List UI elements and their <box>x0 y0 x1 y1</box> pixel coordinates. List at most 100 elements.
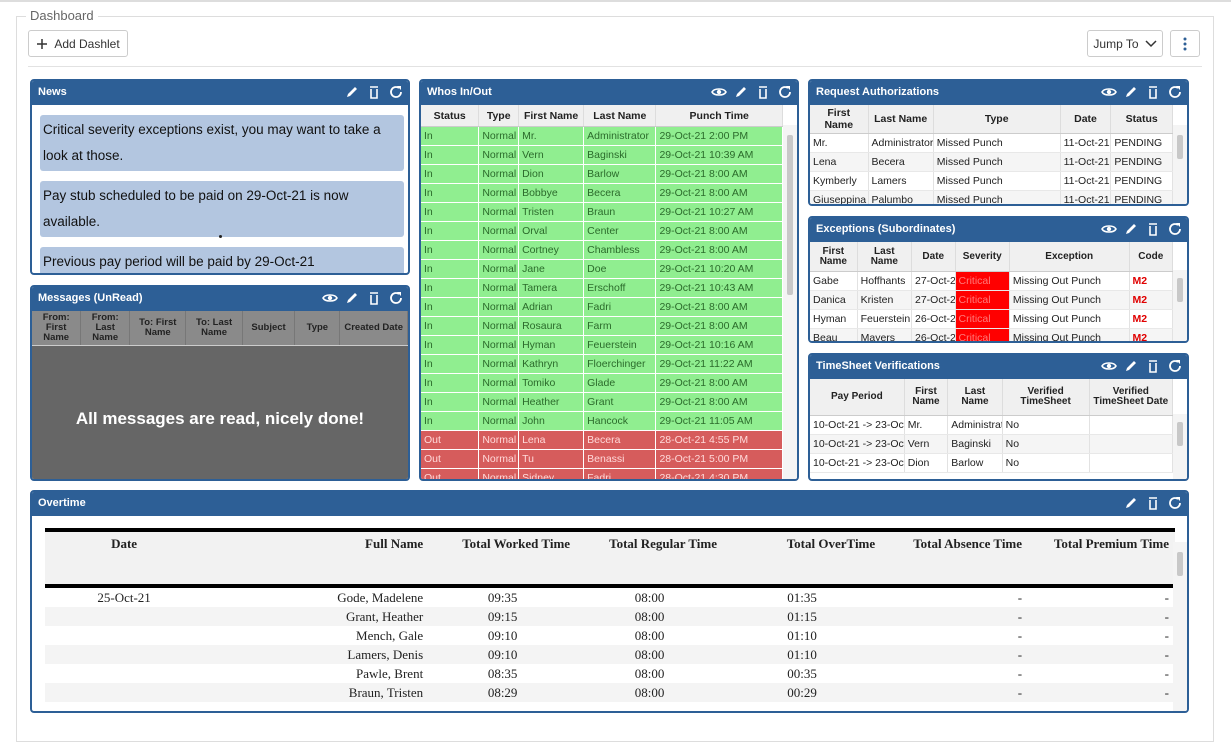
table-cell: Missed Punch <box>933 190 1061 204</box>
eye-icon[interactable] <box>1101 84 1117 100</box>
trash-icon[interactable] <box>366 290 382 306</box>
pencil-icon[interactable] <box>733 84 749 100</box>
pencil-icon[interactable] <box>344 84 360 100</box>
table-cell: Baginski <box>947 434 1003 454</box>
scrollbar-thumb[interactable] <box>787 135 793 295</box>
jump-to-button[interactable]: Jump To <box>1087 30 1163 57</box>
trash-icon[interactable] <box>1145 495 1161 511</box>
scrollbar-thumb[interactable] <box>1177 422 1183 446</box>
dashboard-frame <box>16 16 1214 742</box>
column-header: Total Absence Time <box>881 528 1029 588</box>
column-header: Total OverTime <box>722 528 882 588</box>
trash-icon[interactable] <box>1145 221 1161 237</box>
table-row: In Normal Vern Baginski 29-Oct-21 10:39 AM <box>421 145 783 165</box>
table-cell: In <box>421 259 480 279</box>
table-cell: Chambless <box>583 240 657 260</box>
table-cell: No <box>1002 453 1090 473</box>
pencil-icon[interactable] <box>1123 221 1139 237</box>
table-cell: Heather <box>518 392 585 412</box>
add-dashlet-label: Add Dashlet <box>54 36 120 51</box>
table-cell: Critical <box>955 309 1010 329</box>
table-cell: Feuerstein <box>583 335 657 355</box>
trash-icon[interactable] <box>1145 358 1161 374</box>
table-cell <box>1089 453 1174 473</box>
table-cell: 10-Oct-21 -> 23-Oct-21 <box>810 453 905 473</box>
table-cell: Critical <box>955 290 1010 310</box>
table-cell: In <box>421 240 480 260</box>
scrollbar-thumb[interactable] <box>1177 135 1183 159</box>
table-cell: Normal <box>478 449 520 469</box>
pencil-icon[interactable] <box>1123 495 1139 511</box>
scrollbar[interactable] <box>1173 414 1187 479</box>
table-row: 25-Oct-21 Gode, Madelene 09:35 08:00 01:35 - - <box>45 586 1175 607</box>
refresh-icon[interactable] <box>388 84 404 100</box>
table-cell: 00:29 <box>787 684 817 700</box>
table-cell: Braun, Tristen <box>348 684 424 700</box>
trash-icon[interactable] <box>755 84 771 100</box>
table-cell: Pawle, Brent <box>356 665 424 681</box>
table-head: Status Type First Name Last Name Punch Time <box>421 105 783 127</box>
table-cell: Mayers <box>857 328 913 341</box>
column-header: Created Date <box>339 311 408 346</box>
add-dashlet-button[interactable]: Add Dashlet <box>28 30 128 57</box>
header-row: Status Type First Name Last Name Punch Time <box>421 105 783 127</box>
eye-icon[interactable] <box>711 84 727 100</box>
more-button[interactable] <box>1170 30 1200 57</box>
refresh-icon[interactable] <box>777 84 793 100</box>
scrollbar-thumb[interactable] <box>1177 552 1183 576</box>
table-cell: Farm <box>583 316 657 336</box>
table-cell: Lamers <box>868 171 934 191</box>
trash-icon[interactable] <box>366 84 382 100</box>
news-item: Previous pay period will be paid by 29-O… <box>40 247 404 273</box>
table-cell: Administrator <box>947 415 1003 435</box>
column-header: Status <box>421 105 480 127</box>
table-cell: Normal <box>478 126 520 146</box>
scrollbar[interactable] <box>783 125 797 479</box>
eye-icon[interactable] <box>322 290 338 306</box>
table-row: In Normal Adrian Fadri 29-Oct-21 8:00 AM <box>421 297 783 317</box>
refresh-icon[interactable] <box>1167 358 1183 374</box>
refresh-icon[interactable] <box>1167 221 1183 237</box>
data-table: Pay Period First Name Last Name Verified Ti… <box>810 379 1174 473</box>
scrollbar-thumb[interactable] <box>1177 278 1183 302</box>
table-cell: - <box>1017 627 1023 643</box>
table-cell: 11-Oct-21 <box>1060 133 1112 153</box>
scrollbar[interactable] <box>1173 125 1187 204</box>
table-cell: 09:10 <box>487 627 518 643</box>
table-cell: 29-Oct-21 10:39 AM <box>655 145 783 165</box>
plus-icon <box>37 38 48 49</box>
pencil-icon[interactable] <box>1123 84 1139 100</box>
scrollbar[interactable] <box>1173 542 1187 711</box>
table-cell: Dion <box>518 164 585 184</box>
panel-timesheet_verifications: TimeSheet Verifications Pay Period First N… <box>808 353 1189 481</box>
refresh-icon[interactable] <box>388 290 404 306</box>
table-row: In Normal Jane Doe 29-Oct-21 10:20 AM <box>421 259 783 279</box>
table-cell: Rosaura <box>518 316 585 336</box>
table-cell: Cortney <box>518 240 585 260</box>
column-header: First Name <box>810 105 869 134</box>
table-cell: 08:00 <box>634 589 665 605</box>
table-cell: Tamera <box>518 278 585 298</box>
eye-icon[interactable] <box>1101 358 1117 374</box>
table-cell <box>45 645 203 664</box>
eye-icon[interactable] <box>1101 221 1117 237</box>
table-cell: 29-Oct-21 11:22 AM <box>655 354 783 374</box>
table-row: Out Normal Tu Benassi 28-Oct-21 5:00 PM <box>421 449 783 469</box>
trash-icon[interactable] <box>1145 84 1161 100</box>
table-cell: Normal <box>478 430 520 450</box>
table-cell: M2 <box>1129 328 1173 341</box>
table-cell <box>1089 434 1174 454</box>
pencil-icon[interactable] <box>344 290 360 306</box>
table-cell: Kymberly <box>810 171 869 191</box>
table-cell: 11-Oct-21 <box>1060 152 1112 172</box>
table-head: First Name Last Name Date Severity Exception… <box>810 242 1173 272</box>
table-cell: 28-Oct-21 4:55 PM <box>655 430 783 450</box>
table-cell: Danica <box>810 290 858 310</box>
refresh-icon[interactable] <box>1167 495 1183 511</box>
refresh-icon[interactable] <box>1167 84 1183 100</box>
table-cell: 08:00 <box>634 627 665 643</box>
header-row: First Name Last Name Date Severity Exception… <box>810 242 1173 272</box>
pencil-icon[interactable] <box>1123 358 1139 374</box>
table-cell: 29-Oct-21 10:16 AM <box>655 335 783 355</box>
scrollbar[interactable] <box>1173 270 1187 341</box>
